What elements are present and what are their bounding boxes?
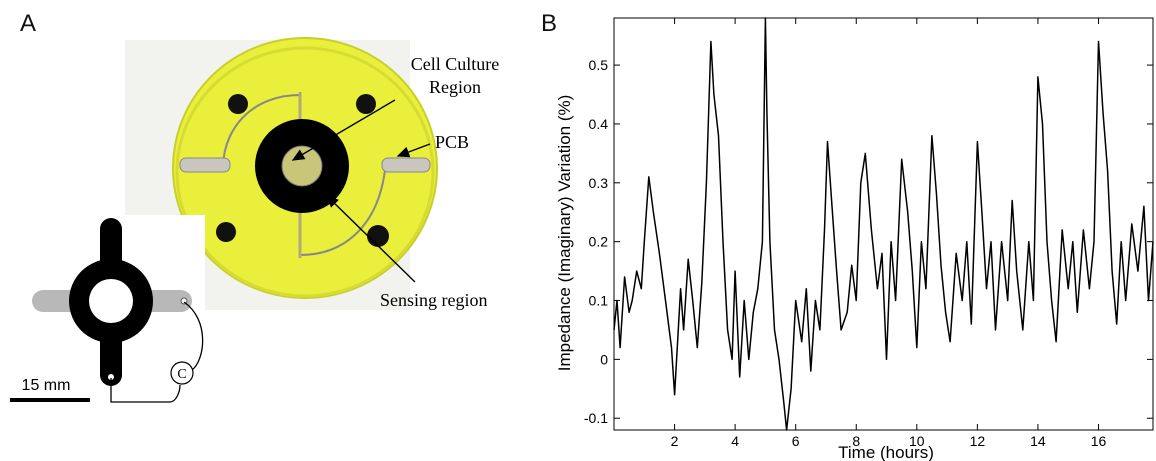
screw-bottom-left <box>216 222 236 242</box>
panel-b-letter: B <box>541 10 558 37</box>
y-tick-label: 0.4 <box>589 116 609 132</box>
plot-area: 2 4 6 8 10 12 14 16 -0.1 0 0.1 0.2 0.3 0.4 0.5 <box>584 17 1154 449</box>
impedance-series-line <box>613 17 1154 431</box>
y-tick-label: 0.1 <box>589 293 609 309</box>
y-axis-label: Impedance (Imaginary) Variation (%) <box>556 95 574 372</box>
capacitor-wire-right <box>183 301 204 371</box>
pcb-pad-left <box>179 157 231 173</box>
y-tick-label: 0.5 <box>589 57 609 73</box>
device-photo-panel: C 15 mm Cell Culture Region PCB Sensing … <box>0 37 500 461</box>
pcb-trace-left <box>222 94 301 166</box>
x-tick-label: 16 <box>1091 433 1107 449</box>
capacitor-symbol-label: C <box>177 367 186 382</box>
y-tick-label: 0.2 <box>589 234 609 250</box>
x-tick-label: 2 <box>671 433 679 449</box>
x-tick-label: 4 <box>731 433 739 449</box>
x-tick-label: 14 <box>1030 433 1046 449</box>
cell-culture-arrow <box>291 99 396 161</box>
y-tick-label: 0.3 <box>589 175 609 191</box>
x-tick-label: 12 <box>970 433 986 449</box>
screw-top-right <box>356 94 376 114</box>
cell-culture-label-line-1: Cell Culture <box>411 54 500 74</box>
electrode-center-hole <box>89 279 133 323</box>
y-tick-label: -0.1 <box>584 410 608 426</box>
cell-culture-well <box>281 145 323 187</box>
screw-bottom-right <box>367 225 389 247</box>
scale-bar-label: 15 mm <box>22 377 71 394</box>
x-tick-label: 10 <box>909 433 925 449</box>
y-tick-label: 0 <box>600 351 608 367</box>
capacitor-symbol-circle <box>170 361 194 385</box>
pcb-pad-right <box>381 157 431 173</box>
capacitor-wire-left <box>110 378 181 403</box>
panel-a-letter: A <box>20 10 37 37</box>
sensing-region-label: Sensing region <box>380 290 488 310</box>
pcb-label: PCB <box>435 132 469 152</box>
impedance-chart: 2 4 6 8 10 12 14 16 -0.1 0 0.1 0.2 0.3 0.4 0.5 Time (h… <box>556 17 1154 461</box>
axes-frame <box>613 17 1154 431</box>
cell-culture-label-line-2: Region <box>429 77 481 97</box>
x-tick-label: 6 <box>792 433 800 449</box>
x-tick-label: 8 <box>852 433 860 449</box>
sensing-region-arrow <box>325 195 416 283</box>
pcb-trace-right <box>299 169 386 256</box>
pcb-board-shadow <box>175 46 435 298</box>
x-axis-label: Time (hours) <box>838 443 934 461</box>
black-electrode-terminal <box>108 374 114 380</box>
screw-top-left <box>228 94 248 114</box>
pcb-arrow <box>396 143 431 158</box>
